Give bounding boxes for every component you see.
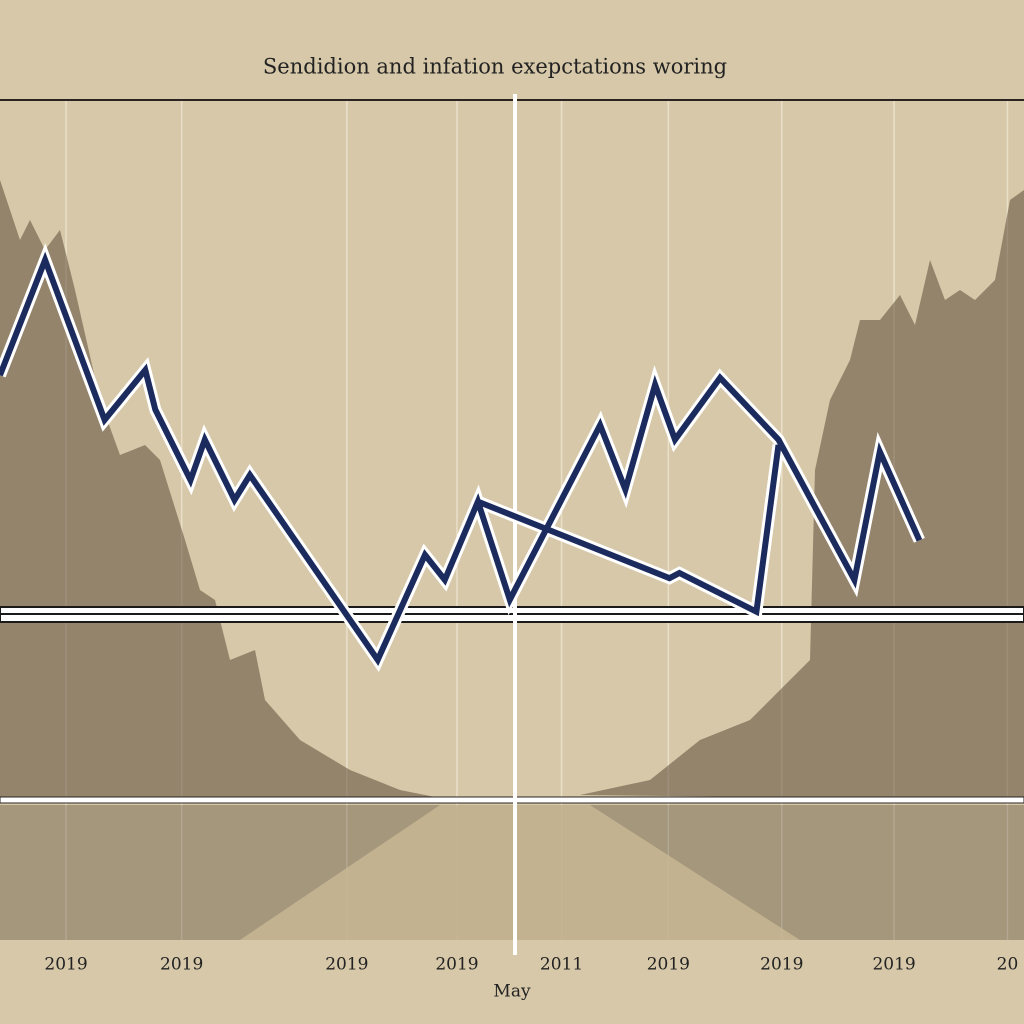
x-tick-label: 2019 <box>760 955 803 975</box>
x-tick-label: 20 <box>997 955 1019 975</box>
left-terrain <box>0 180 450 800</box>
x-tick-label: 2019 <box>44 955 87 975</box>
x-tick-label: 2019 <box>160 955 203 975</box>
line <box>0 251 923 666</box>
baseline-band <box>0 796 1024 804</box>
chart-title: Sendidion and infation exepctations wori… <box>263 55 727 79</box>
x-tick-label: 2019 <box>647 955 690 975</box>
right-terrain <box>580 190 1024 800</box>
x-tick-label: 2019 <box>872 955 915 975</box>
x-tick-label: 2019 <box>325 955 368 975</box>
x-axis-label: May <box>493 982 531 1002</box>
road <box>240 805 800 940</box>
x-tick-label: 2019 <box>435 955 478 975</box>
x-tick-label: 2011 <box>540 955 583 975</box>
